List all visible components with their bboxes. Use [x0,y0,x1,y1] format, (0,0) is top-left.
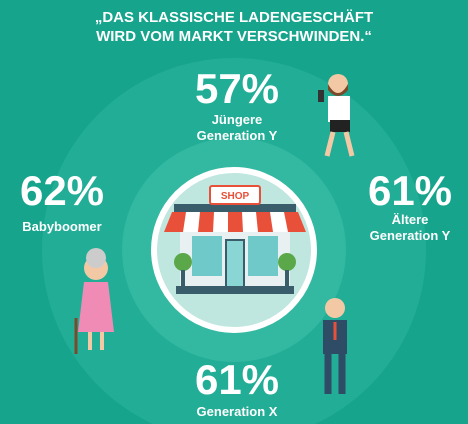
group-label: Babyboomer [22,219,101,234]
group-label: Ältere [392,212,429,227]
businessman [323,298,347,394]
percentage: 62% [20,167,104,214]
grandma [74,248,114,354]
shop-sign: SHOP [221,191,250,202]
young-person [318,74,355,157]
shop [164,185,306,294]
percentage: 61% [368,167,452,214]
group-label: Generation X [197,404,278,419]
group-label: Jüngere [212,112,263,127]
group-label: Generation Y [197,128,278,143]
percentage: 57% [195,65,279,112]
group-label: Generation Y [370,228,451,243]
title-line: WIRD VOM MARKT VERSCHWINDEN.“ [96,28,372,45]
percentage: 61% [195,356,279,403]
title-line: „DAS KLASSISCHE LADENGESCHÄFT [95,9,373,26]
